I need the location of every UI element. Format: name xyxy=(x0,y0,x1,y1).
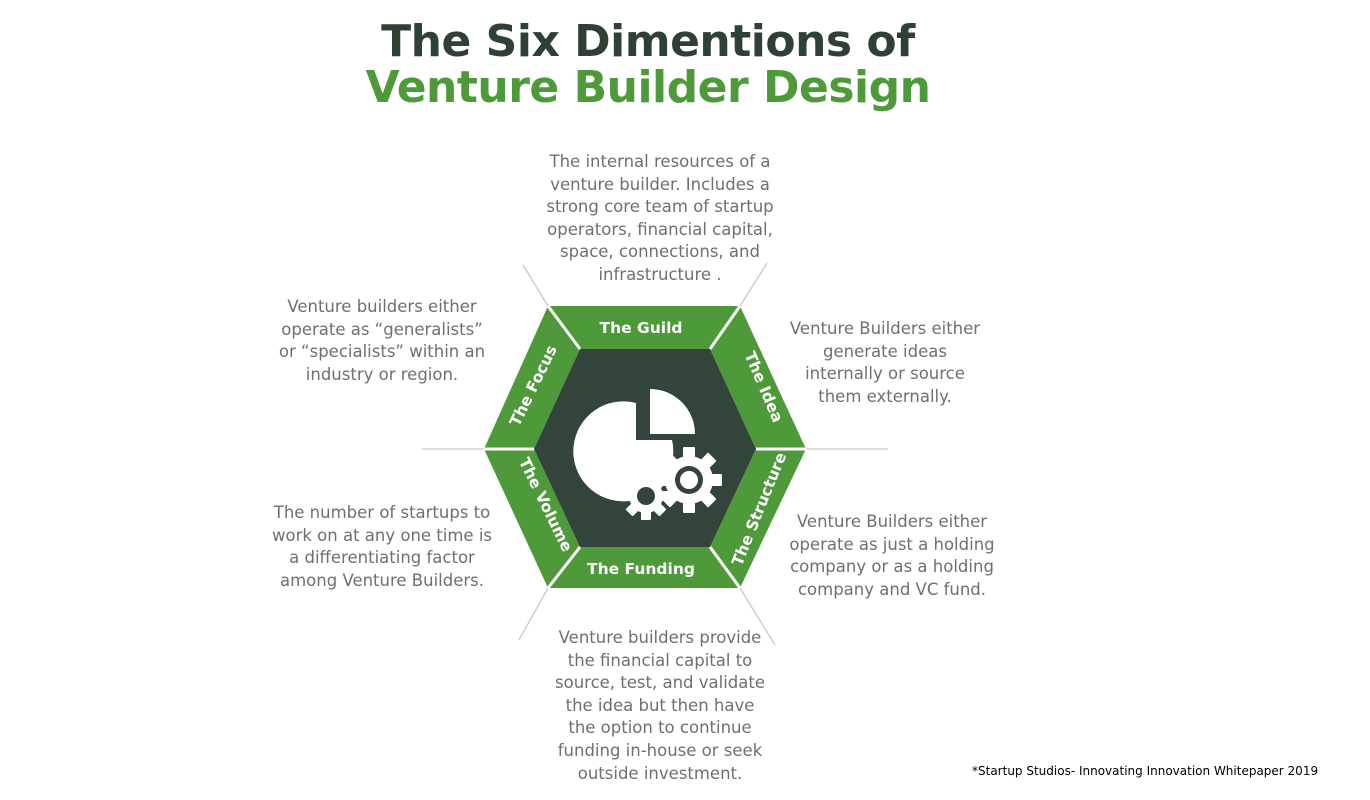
hexagon-ring xyxy=(484,305,806,589)
segment-funding xyxy=(548,547,740,588)
structure-description: Venture Builders either operate as just … xyxy=(789,512,995,599)
connector-lines xyxy=(422,262,888,646)
label-funding: The Funding xyxy=(587,560,695,578)
title-line-1: The Six Dimentions of xyxy=(381,16,915,67)
segment-dividers xyxy=(484,305,806,589)
label-guild: The Guild xyxy=(600,319,683,337)
pie-chart-with-gears-icon xyxy=(573,389,722,520)
source-footnote: *Startup Studios- Innovating Innovation … xyxy=(972,764,1319,778)
idea-description: Venture Builders either generate ideas i… xyxy=(789,319,981,406)
title-line-2: Venture Builder Design xyxy=(365,62,931,113)
funding-description: Venture builders provide the financial c… xyxy=(555,628,765,783)
segment-focus xyxy=(484,306,580,449)
connector-bottom-left xyxy=(518,587,549,641)
connector-top-left xyxy=(522,264,549,307)
volume-description: The number of startups to work on at any… xyxy=(271,503,493,590)
focus-description: Venture builders either operate as “gene… xyxy=(278,297,486,384)
connector-top-right xyxy=(739,262,768,307)
segment-volume xyxy=(484,449,580,588)
segment-structure xyxy=(710,449,806,588)
connector-bottom-right xyxy=(739,587,776,646)
guild-description: The internal resources of a venture buil… xyxy=(546,152,774,284)
segment-guild xyxy=(548,306,740,349)
segment-idea xyxy=(710,306,806,449)
